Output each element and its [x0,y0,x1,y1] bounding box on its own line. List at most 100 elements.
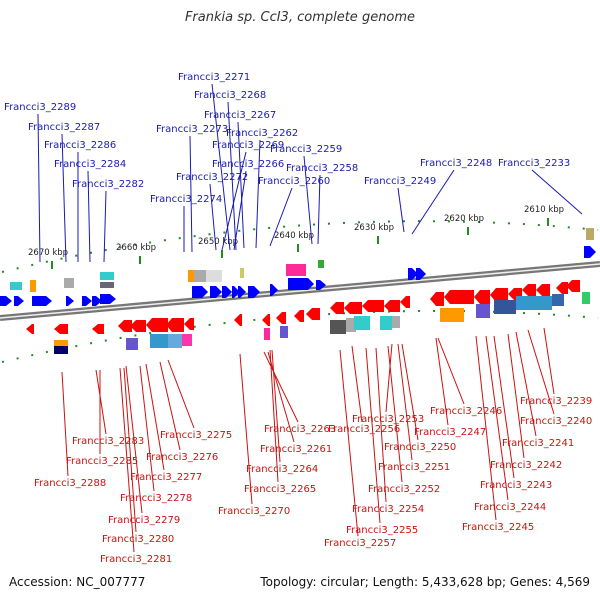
top-gene-label[interactable]: Francci3_2284 [54,159,126,170]
bottom-gene-label[interactable]: Francci3_2241 [502,438,574,449]
ruler-tick-label: 2640 kbp [274,231,314,241]
top-gene-label[interactable]: Francci3_2271 [178,72,250,83]
leader-line [269,187,293,247]
top-gene-label[interactable]: Francci3_2233 [498,158,570,169]
leader-line [237,121,245,249]
feature-block [54,346,68,354]
forward-gene-arrow [270,284,278,296]
feature-block [586,228,594,240]
leader-line [303,155,313,245]
top-gene-label[interactable]: Francci3_2266 [212,159,284,170]
bottom-gene-label[interactable]: Francci3_2243 [480,480,552,491]
forward-gene-arrow [100,294,116,304]
bottom-gene-label[interactable]: Francci3_2263 [264,424,336,435]
bottom-gene-label[interactable]: Francci3_2264 [246,464,318,475]
leader-line [263,351,299,423]
bottom-gene-label[interactable]: Francci3_2285 [66,456,138,467]
feature-block [240,268,244,278]
leader-line [397,187,405,233]
bottom-gene-label[interactable]: Francci3_2239 [520,396,592,407]
leader-line [239,353,253,505]
bottom-gene-label[interactable]: Francci3_2256 [328,424,400,435]
bottom-gene-label[interactable]: Francci3_2244 [474,502,546,513]
top-gene-label[interactable]: Francci3_2267 [204,110,276,121]
bottom-gene-label[interactable]: Francci3_2245 [462,522,534,533]
top-gene-label[interactable]: Francci3_2258 [286,163,358,174]
leader-line [227,101,237,251]
bottom-gene-label[interactable]: Francci3_2246 [430,406,502,417]
ruler-tick-label: 2610 kbp [524,205,564,215]
bottom-gene-label[interactable]: Francci3_2252 [368,484,440,495]
leader-line [189,135,193,253]
bottom-gene-label[interactable]: Francci3_2253 [352,414,424,425]
bottom-gene-label[interactable]: Francci3_2283 [72,436,144,447]
bottom-gene-label[interactable]: Francci3_2254 [352,504,424,515]
top-gene-label[interactable]: Francci3_2286 [44,140,116,151]
bottom-gene-label[interactable]: Francci3_2280 [102,534,174,545]
leader-line [339,349,359,537]
feature-block [194,270,206,282]
leader-line [119,367,135,553]
bottom-gene-label[interactable]: Francci3_2257 [324,538,396,549]
feature-block [494,300,516,314]
feature-block [206,270,222,282]
bottom-gene-label[interactable]: Francci3_2276 [146,452,218,463]
feature-block [476,304,490,318]
feature-block [126,338,138,350]
bottom-gene-label[interactable]: Francci3_2270 [218,506,290,517]
feature-block [380,316,392,330]
bottom-gene-label[interactable]: Francci3_2278 [120,493,192,504]
bottom-gene-label[interactable]: Francci3_2250 [384,442,456,453]
leader-line [95,369,107,435]
leader-line [61,371,69,477]
bottom-gene-label[interactable]: Francci3_2247 [414,427,486,438]
leader-line [507,333,525,459]
leader-line [387,345,403,483]
leader-line [485,335,509,501]
top-gene-label[interactable]: Francci3_2268 [194,90,266,101]
top-gene-label[interactable]: Francci3_2259 [270,144,342,155]
bottom-gene-label[interactable]: Francci3_2281 [100,554,172,565]
feature-block [100,272,114,280]
bottom-gene-label[interactable]: Francci3_2265 [244,484,316,495]
top-gene-label[interactable]: Francci3_2249 [364,176,436,187]
top-gene-label[interactable]: Francci3_2248 [420,158,492,169]
feature-block [516,296,552,310]
top-gene-label[interactable]: Francci3_2274 [150,194,222,205]
reverse-gene-arrow [400,296,410,308]
top-gene-label[interactable]: Francci3_2289 [4,102,76,113]
bottom-gene-label[interactable]: Francci3_2279 [108,515,180,526]
feature-block [264,328,270,340]
label-leader-lines [37,83,583,553]
leader-line [221,151,247,251]
feature-block [182,334,192,346]
leader-line [103,190,107,263]
forward-gene-arrow [416,268,426,280]
leader-line [123,367,137,533]
top-gene-label[interactable]: Francci3_2282 [72,179,144,190]
reverse-gene-arrow [566,280,580,292]
bottom-gene-label[interactable]: Francci3_2261 [260,444,332,455]
bottom-gene-label[interactable]: Francci3_2288 [34,478,106,489]
top-gene-label[interactable]: Francci3_2273 [156,124,228,135]
bottom-gene-label[interactable]: Francci3_2242 [490,460,562,471]
forward-gene-arrow [66,296,74,306]
leader-line [61,133,67,263]
leader-line [531,169,583,215]
bottom-gene-label[interactable]: Francci3_2275 [160,430,232,441]
reverse-gene-arrow [146,318,168,332]
top-gene-label[interactable]: Francci3_2287 [28,122,100,133]
top-gene-label[interactable]: Francci3_2260 [258,176,330,187]
top-gene-label[interactable]: Francci3_2262 [226,128,298,139]
bottom-gene-label[interactable]: Francci3_2255 [346,525,418,536]
bottom-gene-label[interactable]: Francci3_2277 [130,472,202,483]
feature-block [392,316,400,328]
feature-block [552,294,564,306]
bottom-gene-label[interactable]: Francci3_2251 [378,462,450,473]
reverse-gene-arrow [536,284,550,296]
bottom-gene-label[interactable]: Francci3_2240 [520,416,592,427]
reverse-gene-arrow [262,314,270,326]
top-gene-label[interactable]: Francci3_2269 [212,140,284,151]
top-gene-label[interactable]: Francci3_2272 [176,172,248,183]
leader-line [375,347,387,503]
